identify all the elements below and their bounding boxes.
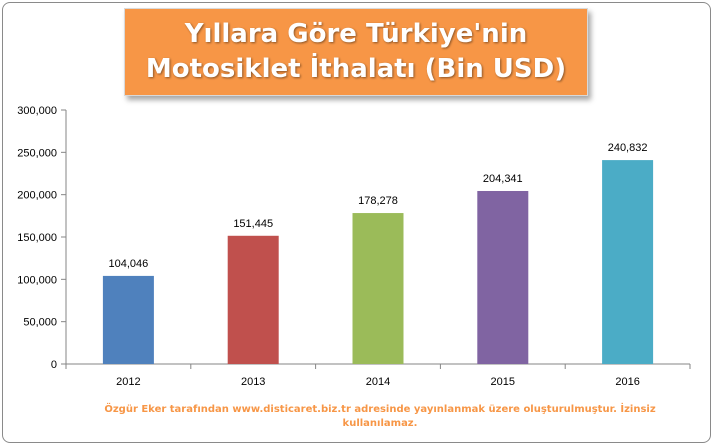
y-axis: 0 50,000 100,000 150,000 200,000 250,000 300,0… [17,105,67,371]
copyright-footer: Özgür Eker tarafından www.disticaret.biz… [104,404,656,429]
y-tick-label: 250,000 [17,147,57,159]
x-tick-label: 2013 [241,376,265,388]
bar-2015 [477,190,529,364]
bars: 104,046 151,445 178,278 204,341 240,832 [102,142,654,364]
x-tick-label: 2015 [491,376,515,388]
y-tick-label: 200,000 [17,190,57,202]
bar-2012 [102,275,154,364]
data-label-2013: 151,445 [233,218,273,230]
bar-2014 [352,213,404,364]
data-label-2016: 240,832 [608,142,648,154]
x-tick-label: 2016 [615,376,639,388]
data-label-2015: 204,341 [483,173,523,185]
chart-title-box: Yıllara Göre Türkiye'nin Motosiklet İtha… [124,8,588,96]
x-axis: 2012 2013 2014 2015 2016 [65,363,691,388]
y-tick-label: 300,000 [17,105,57,117]
x-tick-label: 2014 [366,376,390,388]
chart-title: Yıllara Göre Türkiye'nin Motosiklet İtha… [145,19,567,84]
data-label-2012: 104,046 [109,258,149,270]
x-tick-label: 2012 [116,376,140,388]
y-tick-label: 100,000 [17,274,57,286]
y-tick-label: 150,000 [17,232,57,244]
data-label-2014: 178,278 [358,195,398,207]
y-tick-label: 50,000 [23,317,57,329]
bar-2013 [227,235,279,364]
bar-2016 [602,160,654,364]
y-tick-label: 0 [51,359,57,371]
